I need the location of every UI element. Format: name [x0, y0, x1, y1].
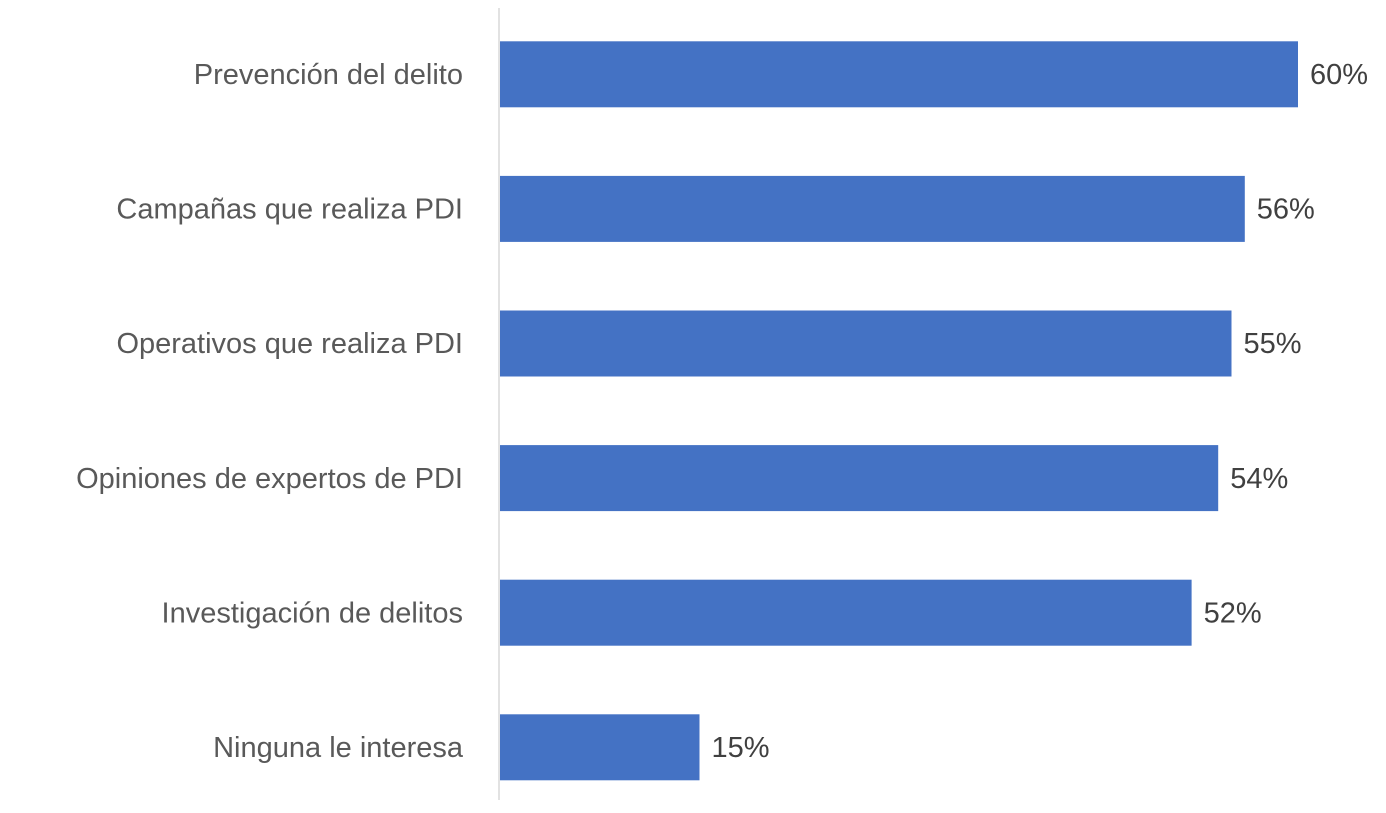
- data-label: 60%: [1310, 59, 1368, 91]
- data-label: 15%: [712, 732, 770, 764]
- bar: [500, 310, 1232, 377]
- bar: [500, 41, 1298, 108]
- data-label: 52%: [1204, 597, 1262, 629]
- bar: [500, 579, 1192, 646]
- data-label: 55%: [1244, 328, 1302, 360]
- category-label: Operativos que realiza PDI: [116, 328, 463, 360]
- category-label: Opiniones de expertos de PDI: [76, 463, 463, 495]
- category-label: Ninguna le interesa: [213, 732, 464, 764]
- category-label: Prevención del delito: [194, 59, 463, 91]
- data-label: 56%: [1257, 194, 1315, 226]
- category-label: Campañas que realiza PDI: [116, 194, 463, 226]
- bar: [500, 175, 1245, 242]
- bar: [500, 445, 1219, 512]
- data-label: 54%: [1230, 463, 1288, 495]
- category-label: Investigación de delitos: [162, 597, 463, 629]
- bar: [500, 714, 700, 781]
